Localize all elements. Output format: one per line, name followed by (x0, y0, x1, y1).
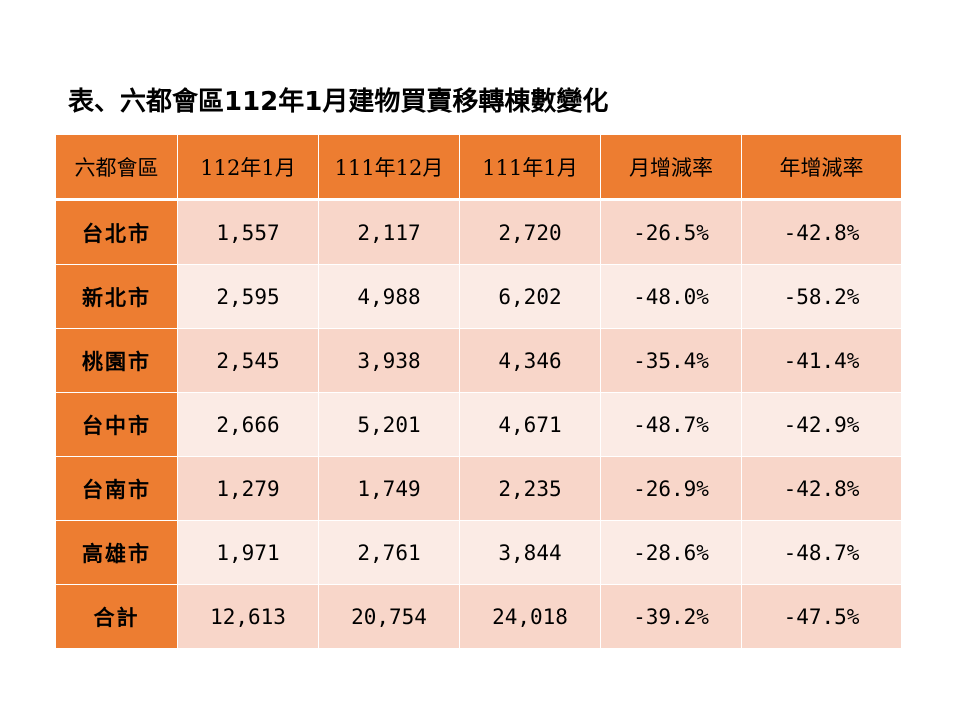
table-cell: -48.7% (600, 392, 742, 457)
table-cell: 4,988 (318, 264, 460, 329)
row-label: 台中市 (55, 392, 178, 457)
row-label: 台南市 (55, 456, 178, 521)
table-cell: -26.9% (600, 456, 742, 521)
table-cell: -42.8% (741, 199, 902, 265)
table-cell: 1,279 (177, 456, 319, 521)
table-row: 桃園市 2,545 3,938 4,346 -35.4% -41.4% (55, 328, 902, 393)
table-cell: 1,557 (177, 199, 319, 265)
table-cell: 20,754 (318, 584, 460, 649)
table-cell: 5,201 (318, 392, 460, 457)
table-cell: 2,720 (459, 199, 601, 265)
table-cell: -48.0% (600, 264, 742, 329)
row-label: 桃園市 (55, 328, 178, 393)
table-cell: 1,749 (318, 456, 460, 521)
table-row: 台北市 1,557 2,117 2,720 -26.5% -42.8% (55, 199, 902, 265)
table-cell: 24,018 (459, 584, 601, 649)
table-cell: 4,346 (459, 328, 601, 393)
table-cell: 3,844 (459, 520, 601, 585)
table-header-row: 六都會區 112年1月 111年12月 111年1月 月增減率 年增減率 (55, 135, 902, 201)
table-cell: -42.8% (741, 456, 902, 521)
table-cell: 2,595 (177, 264, 319, 329)
table-cell: -42.9% (741, 392, 902, 457)
table-row: 台南市 1,279 1,749 2,235 -26.9% -42.8% (55, 456, 902, 521)
column-header-111-dec: 111年12月 (318, 135, 460, 201)
column-header-yearly-change: 年增減率 (741, 135, 902, 201)
column-header-region: 六都會區 (55, 135, 178, 201)
table-cell: 12,613 (177, 584, 319, 649)
row-label: 高雄市 (55, 520, 178, 585)
row-label: 台北市 (55, 199, 178, 265)
table-cell: -48.7% (741, 520, 902, 585)
table-cell: 6,202 (459, 264, 601, 329)
row-label: 新北市 (55, 264, 178, 329)
table-row: 台中市 2,666 5,201 4,671 -48.7% -42.9% (55, 392, 902, 457)
table-cell: 3,938 (318, 328, 460, 393)
table-cell: -58.2% (741, 264, 902, 329)
table-cell: 2,545 (177, 328, 319, 393)
table-cell: 2,235 (459, 456, 601, 521)
table-cell: -41.4% (741, 328, 902, 393)
table-cell: -39.2% (600, 584, 742, 649)
column-header-112-jan: 112年1月 (177, 135, 319, 201)
column-header-111-jan: 111年1月 (459, 135, 601, 201)
table-cell: 2,761 (318, 520, 460, 585)
table-cell: 4,671 (459, 392, 601, 457)
table-cell: 1,971 (177, 520, 319, 585)
column-header-monthly-change: 月增減率 (600, 135, 742, 201)
row-label: 合計 (55, 584, 178, 649)
table-cell: 2,666 (177, 392, 319, 457)
table-cell: -35.4% (600, 328, 742, 393)
table-cell: -47.5% (741, 584, 902, 649)
table-row: 高雄市 1,971 2,761 3,844 -28.6% -48.7% (55, 520, 902, 585)
table-cell: -26.5% (600, 199, 742, 265)
table-cell: 2,117 (318, 199, 460, 265)
table-row: 新北市 2,595 4,988 6,202 -48.0% -58.2% (55, 264, 902, 329)
transfer-table: 六都會區 112年1月 111年12月 111年1月 月增減率 年增減率 台北市… (55, 135, 902, 649)
table-row-total: 合計 12,613 20,754 24,018 -39.2% -47.5% (55, 584, 902, 649)
table-cell: -28.6% (600, 520, 742, 585)
page-title: 表、六都會區112年1月建物買賣移轉棟數變化 (68, 87, 609, 117)
